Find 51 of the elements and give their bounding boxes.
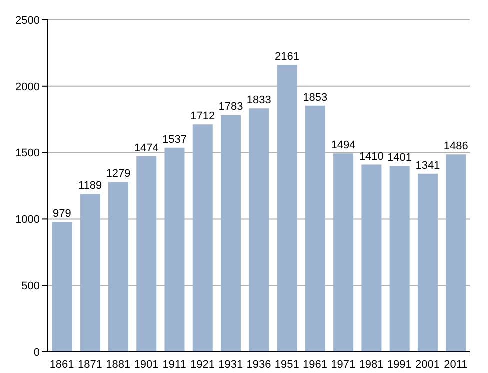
- bar: [418, 174, 438, 352]
- x-tick-label: 1951: [274, 358, 300, 371]
- data-label: 1401: [388, 152, 412, 164]
- y-tick-label: 1500: [16, 148, 40, 160]
- bar: [221, 115, 242, 352]
- x-tick-label: 1961: [303, 358, 328, 371]
- data-label: 1853: [303, 92, 328, 104]
- bar: [192, 124, 213, 352]
- data-label: 1712: [190, 110, 216, 123]
- x-tick-label: 1936: [246, 358, 272, 371]
- x-tick-label: 1861: [50, 358, 74, 371]
- x-tick-label: 2011: [444, 358, 468, 371]
- x-tick-label: 1981: [359, 358, 384, 371]
- y-tick-label: 1000: [16, 214, 40, 226]
- data-label: 1537: [162, 134, 187, 146]
- y-tick-label: 2000: [16, 81, 40, 94]
- x-tick-label: 1881: [106, 358, 131, 371]
- data-label: 2161: [275, 51, 300, 64]
- data-label: 1410: [359, 150, 384, 163]
- x-tick-label: 1871: [78, 358, 102, 371]
- data-label: 1474: [134, 142, 159, 154]
- x-tick-label: 1931: [218, 358, 244, 371]
- x-tick-label: 1921: [190, 358, 215, 371]
- x-tick-label: 1971: [331, 358, 356, 371]
- bar: [108, 182, 128, 352]
- data-label: 1341: [416, 160, 440, 172]
- bar: [334, 154, 354, 352]
- bar: [362, 164, 382, 352]
- data-label: 1279: [106, 168, 131, 180]
- x-tick-label: 1991: [387, 358, 412, 371]
- y-tick-label: 0: [34, 346, 40, 359]
- y-tick-label: 500: [22, 280, 40, 293]
- data-label: 1833: [246, 94, 272, 107]
- data-label: 1783: [218, 101, 244, 114]
- bar: [305, 106, 326, 352]
- bar: [277, 65, 298, 352]
- data-label: 1486: [444, 140, 468, 153]
- data-label: 979: [53, 208, 72, 220]
- bar: [390, 166, 410, 352]
- data-label: 1494: [331, 140, 356, 152]
- bar: [52, 222, 72, 352]
- x-tick-label: 1901: [134, 358, 159, 371]
- bar: [446, 154, 466, 352]
- bar: [164, 148, 185, 352]
- x-tick-label: 2001: [416, 358, 440, 371]
- x-tick-label: 1911: [162, 358, 186, 371]
- y-tick-label: 2500: [16, 14, 40, 27]
- data-label: 1189: [78, 180, 102, 192]
- bar: [249, 108, 270, 352]
- bar: [80, 194, 100, 352]
- bar: [136, 156, 157, 352]
